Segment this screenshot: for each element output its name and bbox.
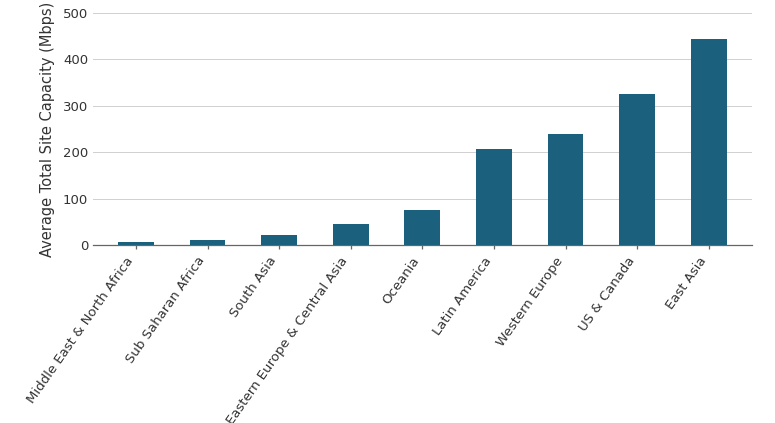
Bar <box>118 242 154 245</box>
Bar <box>333 225 369 245</box>
Bar <box>619 94 655 245</box>
Bar <box>548 134 584 245</box>
Bar <box>261 235 297 245</box>
Bar <box>691 39 727 245</box>
Bar <box>405 211 440 245</box>
Bar <box>190 240 226 245</box>
Y-axis label: Average Total Site Capacity (Mbps): Average Total Site Capacity (Mbps) <box>40 1 54 257</box>
Bar <box>476 148 512 245</box>
